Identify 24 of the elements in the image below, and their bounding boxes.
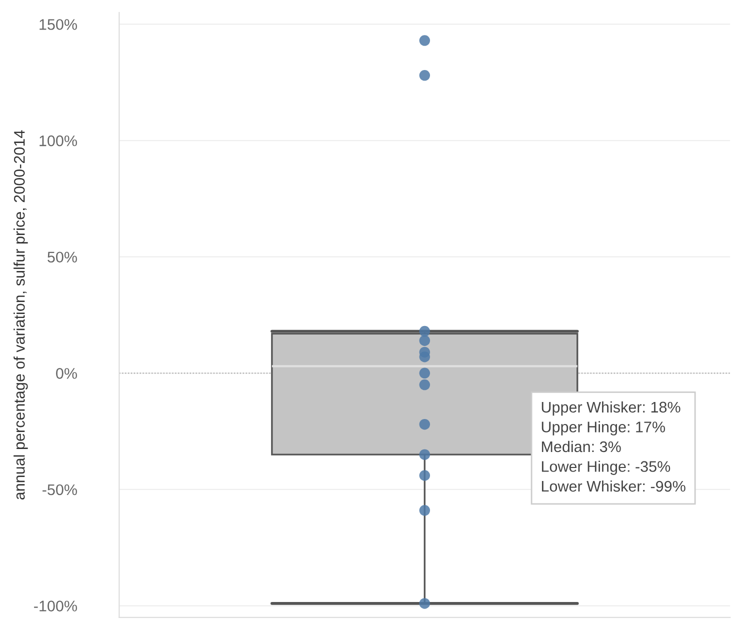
y-tick-label: 50% (48, 252, 77, 263)
point (419, 351, 430, 362)
point (419, 379, 430, 390)
point (419, 418, 430, 430)
point (419, 35, 430, 46)
annotation: Median: 3% (542, 440, 621, 452)
y-axis-title: annual percentage of variation, sulfur price, 2000-2014 (14, 130, 28, 500)
y-tick-label: 150% (40, 19, 77, 30)
y-tick-label: -50% (42, 484, 77, 496)
point (419, 368, 430, 379)
point (419, 335, 430, 346)
point (419, 470, 430, 481)
point (419, 326, 430, 337)
y-tick-label: 0% (56, 368, 77, 379)
point (419, 598, 430, 609)
point (419, 70, 430, 81)
annotation: Upper Whisker: 18% (542, 401, 680, 416)
y-tick-label: 100% (40, 135, 77, 146)
point (419, 505, 430, 516)
annotation: Upper Hinge: 17% (542, 421, 666, 436)
point (419, 449, 430, 460)
annotation: Lower Whisker: -99% (542, 480, 686, 492)
y-tick-label: -100% (34, 600, 77, 612)
annotation: Lower Hinge: -35% (542, 460, 670, 475)
